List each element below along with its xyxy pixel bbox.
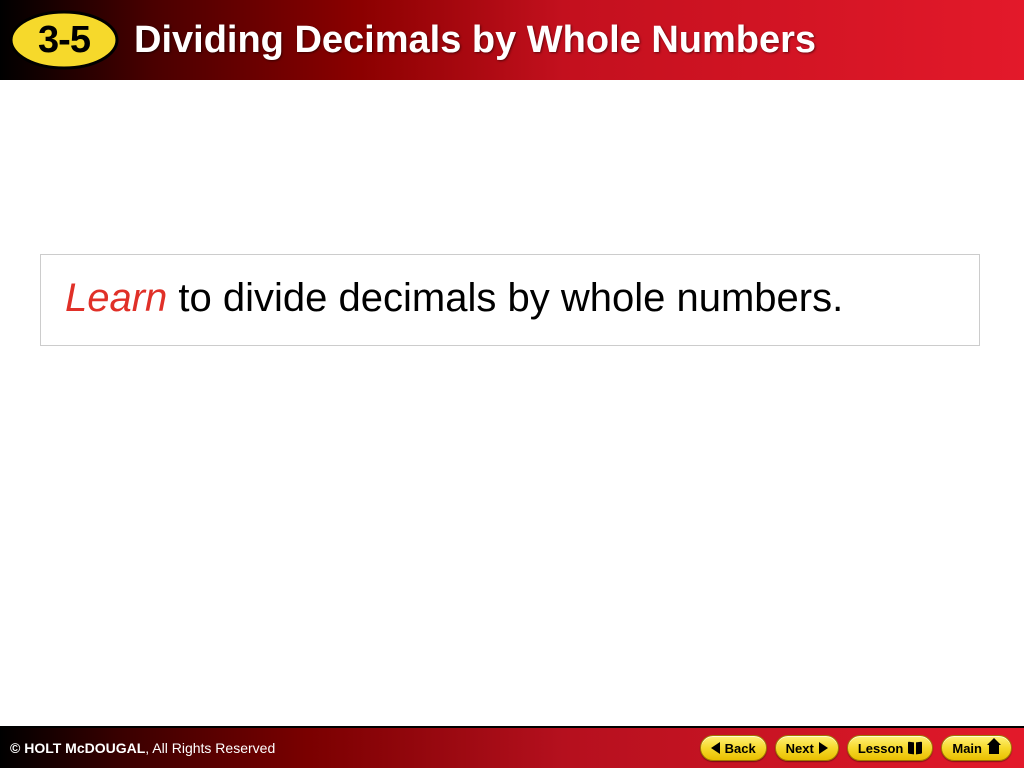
lesson-button-label: Lesson bbox=[858, 741, 904, 756]
objective-rest: to divide decimals by whole numbers. bbox=[167, 276, 843, 320]
copyright-brand: © HOLT McDOUGAL bbox=[10, 740, 145, 756]
objective-learn-word: Learn bbox=[65, 276, 167, 320]
footer-bar: © HOLT McDOUGAL, All Rights Reserved Bac… bbox=[0, 726, 1024, 768]
objective-text: Learn to divide decimals by whole number… bbox=[65, 273, 955, 323]
lesson-button[interactable]: Lesson bbox=[847, 735, 934, 761]
next-button-label: Next bbox=[786, 741, 814, 756]
copyright-rest: , All Rights Reserved bbox=[145, 740, 275, 756]
footer-buttons: Back Next Lesson Main bbox=[700, 735, 1012, 761]
back-button-label: Back bbox=[725, 741, 756, 756]
lesson-number-text: 3-5 bbox=[38, 19, 90, 62]
next-button[interactable]: Next bbox=[775, 735, 839, 761]
back-button[interactable]: Back bbox=[700, 735, 767, 761]
copyright-text: © HOLT McDOUGAL, All Rights Reserved bbox=[10, 740, 275, 756]
home-icon bbox=[987, 742, 1001, 754]
chevron-right-icon bbox=[819, 742, 828, 754]
header-bar: 3-5 Dividing Decimals by Whole Numbers bbox=[0, 0, 1024, 80]
slide: 3-5 Dividing Decimals by Whole Numbers L… bbox=[0, 0, 1024, 768]
main-button-label: Main bbox=[952, 741, 982, 756]
lesson-number-badge: 3-5 bbox=[8, 9, 120, 71]
objective-box: Learn to divide decimals by whole number… bbox=[40, 254, 980, 346]
page-title: Dividing Decimals by Whole Numbers bbox=[134, 19, 816, 62]
book-icon bbox=[908, 742, 922, 754]
main-button[interactable]: Main bbox=[941, 735, 1012, 761]
chevron-left-icon bbox=[711, 742, 720, 754]
